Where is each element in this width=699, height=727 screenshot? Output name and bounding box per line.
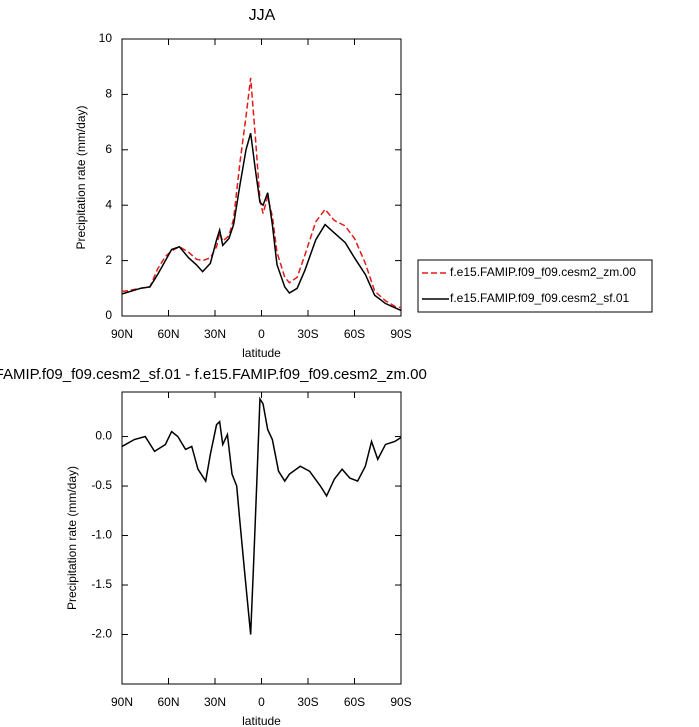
y-tick-label: 8 (105, 87, 112, 101)
chart-title: JJA (249, 7, 276, 24)
y-tick-label: -1.5 (91, 577, 112, 591)
legend-box (417, 259, 653, 313)
plot-frame (121, 391, 402, 685)
y-tick-label: 0 (105, 308, 112, 322)
x-tick-label: 90N (111, 695, 133, 709)
x-tick-label: 90S (390, 695, 411, 709)
y-tick-label: 2 (105, 253, 112, 267)
y-axis-label: Precipitation rate (mm/day) (74, 105, 88, 249)
y-tick-label: 6 (105, 142, 112, 156)
y-tick-label: -0.5 (91, 478, 112, 492)
series-line (121, 132, 402, 312)
x-tick-label: 30N (204, 327, 226, 341)
x-tick-label: 60S (344, 695, 365, 709)
y-tick-label: -1.0 (91, 528, 112, 542)
plot-frame (121, 38, 402, 317)
x-tick-label: 60S (344, 327, 365, 341)
x-tick-label: 90N (111, 327, 133, 341)
x-axis-label: latitude (242, 714, 281, 727)
x-tick-label: 60N (157, 327, 179, 341)
series-line (122, 77, 402, 309)
y-axis-label: Precipitation rate (mm/day) (65, 466, 79, 610)
x-tick-label: 30N (204, 695, 226, 709)
x-tick-label: 90S (390, 327, 411, 341)
y-tick-label: 10 (99, 31, 113, 45)
x-axis-label: latitude (242, 346, 281, 360)
x-tick-label: 30S (297, 327, 318, 341)
legend-label: f.e15.FAMIP.f09_f09.cesm2_sf.01 (450, 291, 630, 305)
y-tick-label: -2.0 (91, 627, 112, 641)
diff-line (121, 396, 402, 635)
x-tick-label: 0 (258, 695, 265, 709)
chart-title: f.e15.FAMIP.f09_f09.cesm2_sf.01 - f.e15.… (0, 366, 427, 383)
legend-label: f.e15.FAMIP.f09_f09.cesm2_zm.00 (450, 265, 636, 279)
x-tick-label: 30S (297, 695, 318, 709)
y-tick-label: 4 (105, 197, 112, 211)
x-tick-label: 0 (258, 327, 265, 341)
y-tick-label: 0.0 (95, 429, 112, 443)
x-tick-label: 60N (157, 695, 179, 709)
